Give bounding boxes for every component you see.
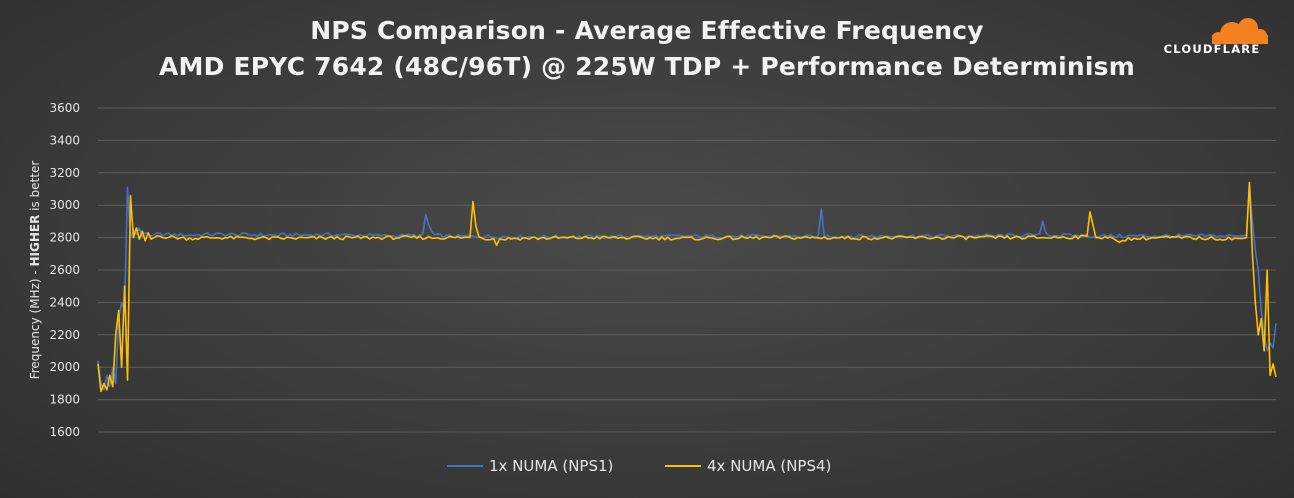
y-tick-label: 3000 bbox=[49, 198, 80, 212]
legend-label-nps4: 4x NUMA (NPS4) bbox=[707, 457, 831, 475]
y-tick-label: 1600 bbox=[49, 425, 80, 439]
y-tick-label: 2400 bbox=[49, 295, 80, 309]
legend-label-nps1: 1x NUMA (NPS1) bbox=[489, 457, 613, 475]
y-tick-label: 2800 bbox=[49, 231, 80, 245]
series-line-nps1 bbox=[97, 183, 1277, 391]
y-tick-label: 2000 bbox=[49, 360, 80, 374]
legend: 1x NUMA (NPS1) 4x NUMA (NPS4) bbox=[447, 457, 831, 475]
gridlines bbox=[98, 107, 1276, 433]
series-lines bbox=[97, 181, 1277, 393]
cloudflare-logo: CLOUDFLARE bbox=[1148, 14, 1276, 62]
y-axis-label: Frequency (MHz) - HIGHER is better bbox=[28, 161, 42, 380]
y-tick-label: 3200 bbox=[49, 166, 80, 180]
y-tick-label: 2200 bbox=[49, 328, 80, 342]
cloud-icon bbox=[1212, 18, 1268, 46]
y-tick-label: 3600 bbox=[49, 101, 80, 115]
logo-text: CLOUDFLARE bbox=[1163, 42, 1261, 56]
y-tick-label: 2600 bbox=[49, 263, 80, 277]
y-tick-label: 3400 bbox=[49, 133, 80, 147]
y-tick-label: 1800 bbox=[49, 393, 80, 407]
chart-title: NPS Comparison - Average Effective Frequ… bbox=[310, 16, 984, 45]
chart-subtitle: AMD EPYC 7642 (48C/96T) @ 225W TDP + Per… bbox=[159, 52, 1135, 81]
series-line-nps4 bbox=[97, 181, 1277, 393]
y-axis-ticks: 1600 1800 2000 2200 2400 2600 2800 3000 3200 3400… bbox=[49, 101, 80, 439]
